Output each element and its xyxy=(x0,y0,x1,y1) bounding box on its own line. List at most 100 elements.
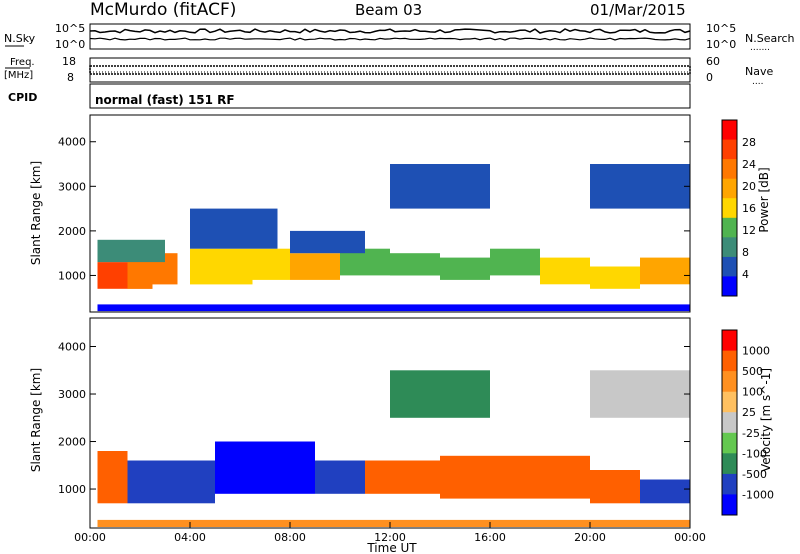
x-tick-label: 16:00 xyxy=(474,531,506,544)
x-tick-label: 04:00 xyxy=(174,531,206,544)
nsky-tick-bottom: 10^0 xyxy=(55,38,85,51)
colorbar-swatch xyxy=(722,120,737,141)
heatmap-cell xyxy=(97,304,690,312)
colorbar-tick-label: -100 xyxy=(742,447,767,460)
colorbar-tick-label: -25 xyxy=(742,427,760,440)
colorbar-swatch xyxy=(722,371,737,393)
heatmap-cell xyxy=(390,253,440,276)
colorbar-swatch xyxy=(722,350,737,372)
colorbar-tick-label: -1000 xyxy=(742,488,774,501)
colorbar-swatch xyxy=(722,217,737,238)
freq-tick-top: 18 xyxy=(62,55,76,68)
velocity-panel: 1000 2000 3000 4000 Slant Range [km] 1000 50… xyxy=(29,317,774,554)
cpid-label: CPID xyxy=(8,91,37,104)
colorbar-swatch xyxy=(722,178,737,199)
colorbar-tick-label: 1000 xyxy=(742,345,770,358)
heatmap-cell xyxy=(540,257,590,285)
y-tick-label: 2000 xyxy=(58,225,86,238)
y-tick-label: 3000 xyxy=(58,180,86,193)
heatmap-cell xyxy=(290,253,340,280)
heatmap-cell xyxy=(97,262,128,289)
nsky-trace xyxy=(89,28,691,34)
date-title: 01/Mar/2015 xyxy=(590,1,686,19)
heatmap-cell xyxy=(640,479,690,504)
nsky-label: N.Sky xyxy=(4,32,36,45)
nave-tick-top: 60 xyxy=(706,55,720,68)
heatmap-cell xyxy=(490,248,540,276)
x-tick-label: 08:00 xyxy=(274,531,306,544)
colorbar-swatch xyxy=(722,330,737,352)
power-ylabel: Slant Range [km] xyxy=(29,161,43,265)
colorbar-swatch xyxy=(722,453,737,475)
colorbar-tick-label: -500 xyxy=(742,468,767,481)
beam-title: Beam 03 xyxy=(355,1,423,19)
y-tick-label: 4000 xyxy=(58,136,86,149)
nsearch-dots: ....... xyxy=(750,43,770,53)
colorbar-tick-label: 500 xyxy=(742,365,763,378)
station-title: McMurdo (fitACF) xyxy=(90,0,237,20)
heatmap-cell xyxy=(390,164,490,209)
nsearch-label: N.Search xyxy=(745,32,795,45)
nsearch-tick-top: 10^5 xyxy=(706,22,736,35)
colorbar-swatch xyxy=(722,159,737,180)
heatmap-cell xyxy=(440,455,590,499)
colorbar-tick-label: 8 xyxy=(742,246,749,259)
colorbar-swatch xyxy=(722,198,737,219)
nsearch-trace xyxy=(89,37,691,41)
x-axis-label: Time UT xyxy=(366,541,417,554)
colorbar-swatch xyxy=(722,473,737,495)
heatmap-cell xyxy=(190,248,253,285)
y-tick-label: 2000 xyxy=(58,436,86,449)
nave-label: Nave xyxy=(745,65,773,78)
colorbar-tick-label: 25 xyxy=(742,406,756,419)
heatmap-cell xyxy=(590,470,640,504)
freq-label-bottom: [MHz] xyxy=(4,70,33,81)
heatmap-cell xyxy=(290,230,365,254)
y-tick-label: 4000 xyxy=(58,341,86,354)
power-colorbar-label: Power [dB] xyxy=(757,167,771,232)
nsky-tick-top: 10^5 xyxy=(55,22,85,35)
colorbar-tick-label: 20 xyxy=(742,180,756,193)
heatmap-cell xyxy=(97,519,690,527)
freq-strip: Freq. [MHz] 18 8 60 0 Nave .... xyxy=(4,55,773,87)
cpid-value: normal (fast) 151 RF xyxy=(95,93,235,107)
power-panel: 1000 2000 3000 4000 Slant Range [km] 4 8 12 16… xyxy=(29,114,771,313)
colorbar-frame xyxy=(721,329,738,516)
y-tick-label: 1000 xyxy=(58,269,86,282)
colorbar-tick-label: 24 xyxy=(742,158,756,171)
heatmap-cell xyxy=(252,248,290,280)
heatmap-cell xyxy=(315,460,365,494)
freq-label-top: Freq. xyxy=(10,57,35,68)
heatmap-cell xyxy=(590,266,640,289)
heatmap-cell xyxy=(97,451,128,504)
x-tick-label: 12:00 xyxy=(374,531,406,544)
velocity-ylabel: Slant Range [km] xyxy=(29,368,43,472)
colorbar-tick-label: 4 xyxy=(742,268,749,281)
heatmap-cell xyxy=(440,257,490,280)
colorbar-swatch xyxy=(722,412,737,434)
cpid-strip: CPID normal (fast) 151 RF xyxy=(8,83,691,109)
colorbar-swatch xyxy=(722,391,737,413)
heatmap-cell xyxy=(127,460,215,504)
freq-tick-bottom: 8 xyxy=(67,71,74,84)
nave-dots: .... xyxy=(752,77,763,87)
colorbar-tick-label: 16 xyxy=(742,202,756,215)
heatmap-cell xyxy=(640,257,690,285)
colorbar-swatch xyxy=(722,139,737,160)
x-tick-label: 00:00 xyxy=(74,531,106,544)
nave-tick-bottom: 0 xyxy=(706,71,713,84)
x-tick-label: 00:00 xyxy=(674,531,706,544)
nsearch-tick-bottom: 10^0 xyxy=(706,38,736,51)
y-tick-label: 3000 xyxy=(58,388,86,401)
velocity-colorbar-label: Velocity [m s^-1] xyxy=(759,368,773,472)
heatmap-cell xyxy=(97,239,165,263)
heatmap-cell xyxy=(190,208,278,249)
nsky-strip: N.Sky 10^5 10^0 10^5 10^0 N.Search .....… xyxy=(4,22,795,53)
colorbar-swatch xyxy=(722,494,737,516)
colorbar-swatch xyxy=(722,276,737,297)
colorbar-tick-label: 100 xyxy=(742,386,763,399)
heatmap-cell xyxy=(590,164,690,209)
colorbar-frame xyxy=(721,119,738,297)
colorbar-tick-label: 28 xyxy=(742,136,756,149)
